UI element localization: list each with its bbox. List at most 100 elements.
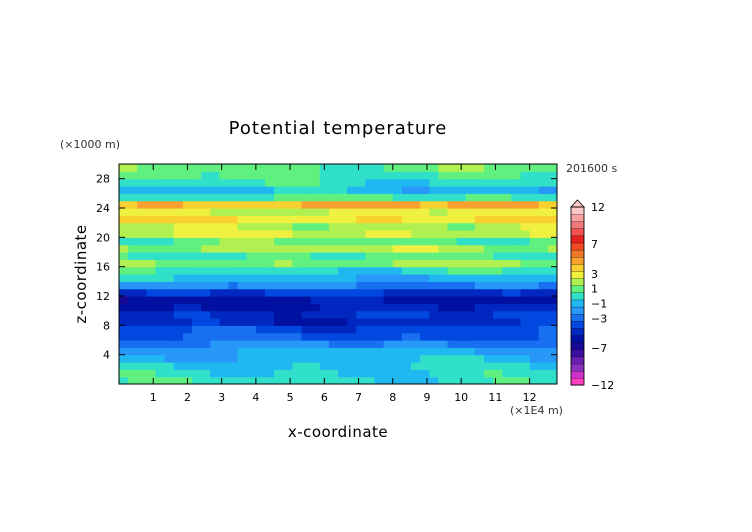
heatmap-cell — [146, 288, 157, 297]
heatmap-cell — [182, 369, 193, 378]
heatmap-cell — [164, 230, 175, 238]
heatmap-cell — [219, 244, 230, 253]
time-label: 201600 s — [566, 162, 617, 175]
heatmap-cell — [283, 178, 293, 187]
heatmap-cell — [328, 310, 339, 319]
heatmap-cell — [347, 244, 357, 253]
heatmap-cell — [292, 369, 303, 378]
x-tick-label: 4 — [252, 391, 259, 404]
heatmap-cell — [447, 362, 458, 370]
heatmap-cell — [228, 230, 239, 238]
heatmap-cell — [429, 318, 439, 326]
heatmap-cell — [283, 266, 293, 275]
heatmap-cell — [429, 186, 439, 194]
heatmap-cell — [338, 354, 348, 363]
heatmap-cell — [465, 178, 476, 187]
heatmap-cell — [493, 171, 503, 180]
heatmap-cell — [119, 303, 129, 312]
heatmap-cell — [429, 288, 439, 297]
heatmap-cell — [392, 178, 403, 187]
heatmap-cell — [283, 230, 293, 238]
heatmap-cell — [228, 332, 239, 341]
heatmap-cell — [292, 354, 303, 363]
heatmap-cell — [438, 347, 449, 356]
heatmap-cell — [182, 230, 193, 238]
heatmap-cell — [328, 252, 339, 260]
heatmap-cell — [365, 252, 376, 260]
heatmap-cell — [283, 186, 293, 194]
heatmap-cell — [547, 325, 557, 334]
heatmap-cell — [529, 310, 540, 319]
heatmap-cell — [383, 376, 394, 384]
x-tick-label: 1 — [150, 391, 157, 404]
heatmap-cell — [328, 340, 339, 348]
heatmap-cell — [319, 274, 330, 282]
heatmap-cell — [547, 318, 557, 326]
heatmap-cell — [192, 340, 202, 348]
heatmap-cell — [392, 325, 403, 334]
heatmap-cell — [265, 259, 275, 268]
heatmap-cell — [438, 208, 449, 216]
heatmap-cell — [511, 208, 522, 216]
colorbar-label: −1 — [591, 297, 607, 310]
heatmap-cell — [383, 215, 394, 224]
heatmap-cell — [474, 376, 485, 384]
heatmap-cell — [319, 193, 330, 202]
heatmap-cell — [520, 178, 531, 187]
heatmap-cell — [246, 259, 257, 268]
heatmap-cell — [547, 347, 557, 356]
heatmap-cell — [265, 171, 275, 180]
heatmap-cell — [274, 171, 284, 180]
heatmap-cell — [447, 303, 458, 312]
heatmap-cell — [173, 186, 184, 194]
heatmap-cell — [438, 310, 449, 319]
heatmap-cell — [182, 303, 193, 312]
heatmap-cell — [265, 222, 275, 231]
heatmap-cell — [219, 340, 230, 348]
heatmap-cell — [292, 178, 303, 187]
heatmap-cell — [465, 259, 476, 268]
heatmap-cell — [493, 164, 503, 172]
heatmap-cell — [538, 274, 549, 282]
heatmap-cell — [502, 274, 512, 282]
heatmap-cell — [173, 303, 184, 312]
heatmap-cell — [511, 237, 522, 246]
heatmap-cell — [447, 171, 458, 180]
heatmap-cell — [246, 340, 257, 348]
heatmap-cell — [356, 310, 366, 319]
heatmap-cell — [155, 178, 166, 187]
heatmap-cell — [365, 362, 376, 370]
heatmap-cell — [164, 281, 175, 290]
heatmap-cell — [164, 252, 175, 260]
heatmap-cell — [319, 340, 330, 348]
heatmap-cell — [502, 193, 512, 202]
heatmap-cell — [310, 222, 321, 231]
heatmap-cell — [119, 288, 129, 297]
heatmap-cell — [429, 362, 439, 370]
heatmap-cell — [374, 230, 385, 238]
heatmap-cell — [502, 186, 512, 194]
colorbar-swatch — [570, 263, 585, 272]
heatmap-cell — [283, 252, 293, 260]
heatmap-cell — [401, 288, 412, 297]
heatmap-cell — [164, 244, 175, 253]
heatmap-cell — [374, 274, 385, 282]
colorbar-swatch — [570, 377, 585, 386]
heatmap-cell — [274, 288, 284, 297]
heatmap-cell — [383, 274, 394, 282]
x-tick-label: 8 — [389, 391, 396, 404]
heatmap-cell — [356, 318, 366, 326]
heatmap-cell — [246, 369, 257, 378]
heatmap-cell — [210, 200, 220, 209]
heatmap-cell — [438, 281, 449, 290]
heatmap-cell — [219, 354, 230, 363]
x-axis: 1 2 3 4 5 6 7 8 9 10 11 12 — [150, 164, 537, 404]
heatmap-cell — [128, 208, 138, 216]
heatmap-cell — [228, 178, 239, 187]
heatmap-cell — [438, 200, 449, 209]
heatmap-cell — [511, 215, 522, 224]
heatmap-cell — [201, 244, 211, 253]
heatmap-cell — [301, 288, 312, 297]
heatmap-cell — [538, 266, 549, 275]
heatmap-cell — [493, 303, 503, 312]
